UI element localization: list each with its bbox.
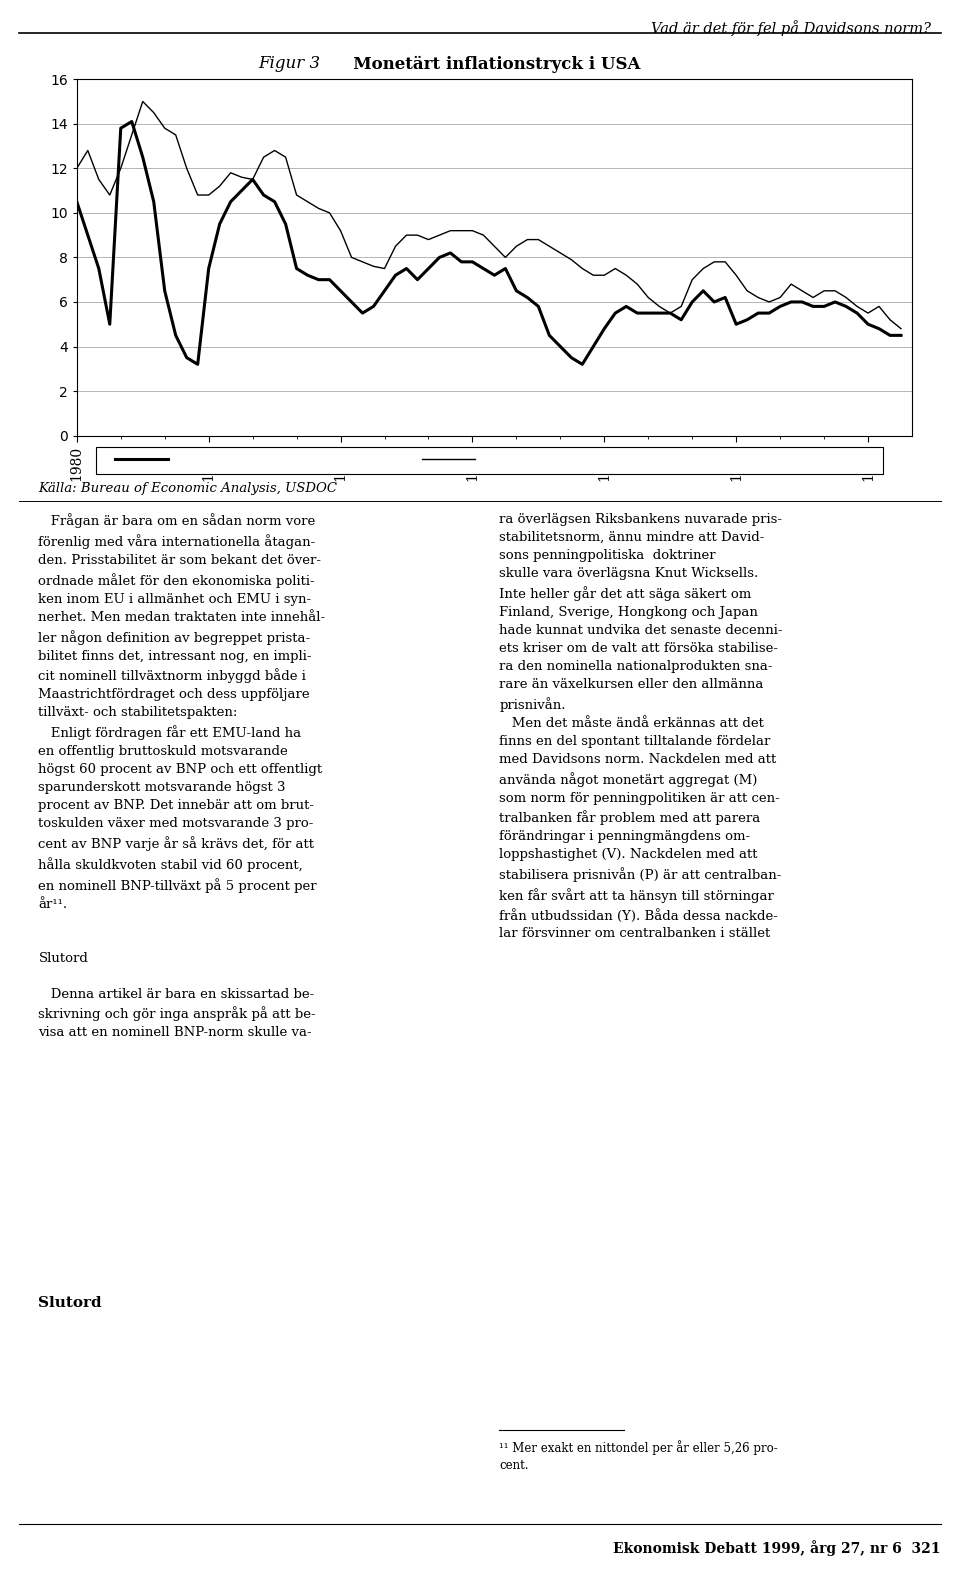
Text: USA: Lång ränta (tioåriga statsobligationer): USA: Lång ränta (tioåriga statsobligatio… bbox=[483, 451, 764, 467]
Text: USA: Nominell BNP-tillväxt: USA: Nominell BNP-tillväxt bbox=[176, 453, 349, 466]
Text: Ekonomisk Debatt 1999, årg 27, nr 6  321: Ekonomisk Debatt 1999, årg 27, nr 6 321 bbox=[613, 1540, 941, 1555]
Text: Figur 3: Figur 3 bbox=[258, 55, 336, 73]
Text: Vad är det för fel på Davidsons norm?: Vad är det för fel på Davidsons norm? bbox=[651, 19, 931, 36]
Text: Slutord: Slutord bbox=[38, 1296, 102, 1310]
Text: ¹¹ Mer exakt en nittondel per år eller 5,26 pro-
cent.: ¹¹ Mer exakt en nittondel per år eller 5… bbox=[499, 1440, 778, 1472]
Text: Frågan är bara om en sådan norm vore
förenlig med våra internationella åtagan-
d: Frågan är bara om en sådan norm vore för… bbox=[38, 513, 325, 1039]
Text: Monetärt inflationstryck i USA: Monetärt inflationstryck i USA bbox=[336, 55, 640, 73]
Text: ra överlägsen Riksbankens nuvarade pris-
stabilitetsnorm, ännu mindre att David-: ra överlägsen Riksbankens nuvarade pris-… bbox=[499, 513, 782, 941]
Text: Källa: Bureau of Economic Analysis, USDOC: Källa: Bureau of Economic Analysis, USDO… bbox=[38, 482, 337, 494]
